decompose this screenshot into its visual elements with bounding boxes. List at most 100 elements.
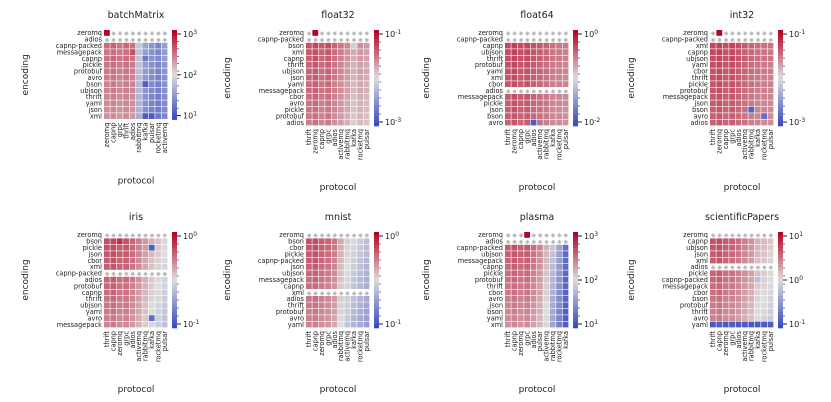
heatmap-cell-empty: ◆ xyxy=(762,37,767,44)
heatmap-cell xyxy=(129,74,136,81)
heatmap-cell xyxy=(155,42,161,49)
heatmap-cell xyxy=(148,68,155,75)
heatmap-cell xyxy=(331,238,338,245)
heatmap-cell xyxy=(562,257,569,264)
colorbar-tick-label: 102 xyxy=(183,69,197,80)
heatmap-cell xyxy=(161,315,168,321)
heatmap-cell xyxy=(716,321,723,328)
heatmap-cell xyxy=(331,270,338,277)
heatmap-cell xyxy=(511,100,518,107)
heatmap-cell xyxy=(123,251,129,257)
heatmap-cell xyxy=(142,49,149,55)
heatmap-cell-empty: ◆ xyxy=(525,30,530,37)
colorbar-segment xyxy=(172,286,177,290)
x-tick-label: zeromq xyxy=(318,331,326,356)
heatmap-cell xyxy=(767,321,774,328)
heatmap-cell xyxy=(511,257,518,264)
colorbar-segment xyxy=(573,235,578,239)
heatmap-cell xyxy=(556,270,562,277)
colorbar-segment xyxy=(778,235,783,239)
heatmap-cell xyxy=(104,113,110,119)
panel-title: scientificPapers xyxy=(705,212,779,223)
heatmap-cell xyxy=(116,55,123,62)
heatmap-cell-empty: ◆ xyxy=(506,37,511,44)
heatmap-cell xyxy=(716,244,723,251)
heatmap-cell xyxy=(331,251,338,257)
heatmap-cell xyxy=(524,257,530,264)
heatmap-cell xyxy=(735,74,742,81)
heatmap-cell xyxy=(511,264,518,270)
heatmap-panel-iris: iris◆ ◆ ◆ ◆ ◆ ◆ ◆ ◆ ◆ ◆◆ ◆ ◆ ◆ ◆ ◆ ◆ ◆ ◆ ◆zeromqbsonpickle… xyxy=(21,212,199,395)
colorbar-segment xyxy=(778,103,783,108)
y-tick-label: messagepack xyxy=(57,321,102,329)
x-tick-label: grpc xyxy=(116,122,124,137)
heatmap-cell xyxy=(350,49,357,55)
heatmap-cell xyxy=(325,257,331,264)
colorbar-segment xyxy=(778,42,783,47)
colorbar-segment xyxy=(778,286,783,290)
heatmap-cell xyxy=(338,315,344,321)
heatmap-cell xyxy=(549,321,556,328)
panel-title: float32 xyxy=(321,10,354,21)
heatmap-cell xyxy=(511,113,518,119)
heatmap-cell-empty: ◆ xyxy=(538,30,543,37)
heatmap-cell xyxy=(357,251,363,257)
heatmap-cell xyxy=(549,257,556,264)
colorbar-segment xyxy=(374,74,379,79)
colorbar-segment xyxy=(778,270,783,274)
x-tick-label: grpc xyxy=(523,129,531,144)
x-tick-label: zeromq xyxy=(517,331,525,356)
heatmap-cell xyxy=(142,68,149,75)
y-tick-label: ubjson xyxy=(282,68,304,76)
heatmap-cell xyxy=(767,106,774,113)
heatmap-cell xyxy=(338,94,344,100)
colorbar-segment xyxy=(573,49,578,53)
heatmap-cell xyxy=(312,55,319,62)
y-tick-label: avro xyxy=(488,295,503,303)
heatmap-cell xyxy=(318,106,325,113)
y-tick-label: capnp-packed xyxy=(258,257,304,265)
colorbar-segment xyxy=(172,53,177,58)
heatmap-cell xyxy=(338,238,344,245)
y-tick-label: capnp xyxy=(82,55,102,63)
y-tick-label: thrift xyxy=(288,61,305,69)
heatmap-cell xyxy=(110,251,117,257)
heatmap-cell xyxy=(312,74,319,81)
heatmap-cell xyxy=(116,251,123,257)
heatmap-cell xyxy=(344,106,351,113)
heatmap-cell xyxy=(318,119,325,126)
heatmap-cell-empty: ◆ xyxy=(162,30,167,37)
heatmap-cell xyxy=(161,238,168,245)
heatmap-cell xyxy=(116,74,123,81)
heatmap-cell xyxy=(312,30,319,36)
heatmap-cell xyxy=(767,100,774,107)
heatmap-cell xyxy=(344,302,351,309)
heatmap-cell xyxy=(722,238,729,245)
heatmap-cell xyxy=(562,251,569,257)
x-tick-label: rocketmq xyxy=(760,129,768,160)
colorbar-segment xyxy=(172,267,177,271)
heatmap-cell xyxy=(325,94,331,100)
heatmap-cell xyxy=(710,68,716,75)
heatmap-cell xyxy=(543,55,550,62)
heatmap-cell xyxy=(524,308,530,315)
heatmap-cell xyxy=(767,68,774,75)
heatmap-cell xyxy=(543,315,550,321)
heatmap-cell xyxy=(306,94,312,100)
colorbar-segment xyxy=(374,94,379,98)
heatmap-cell-empty: ◆ xyxy=(538,232,543,239)
heatmap-cell xyxy=(331,119,338,126)
y-tick-label: thrift xyxy=(692,74,709,82)
heatmap-cell-empty: ◆ xyxy=(730,264,735,271)
heatmap-cell xyxy=(142,302,149,309)
heatmap-cell xyxy=(318,244,325,251)
colorbar-segment xyxy=(172,59,177,64)
colorbar-segment xyxy=(172,315,177,319)
colorbar-segment xyxy=(172,101,177,105)
colorbar-tick-label: 10-1 xyxy=(789,319,805,330)
heatmap-cell xyxy=(363,308,370,315)
y-tick-label: ubjson xyxy=(686,55,708,63)
heatmap-cell-empty: ◆ xyxy=(339,37,344,44)
y-tick-label: capnp-packed xyxy=(457,36,503,44)
heatmap-cell xyxy=(161,55,168,62)
